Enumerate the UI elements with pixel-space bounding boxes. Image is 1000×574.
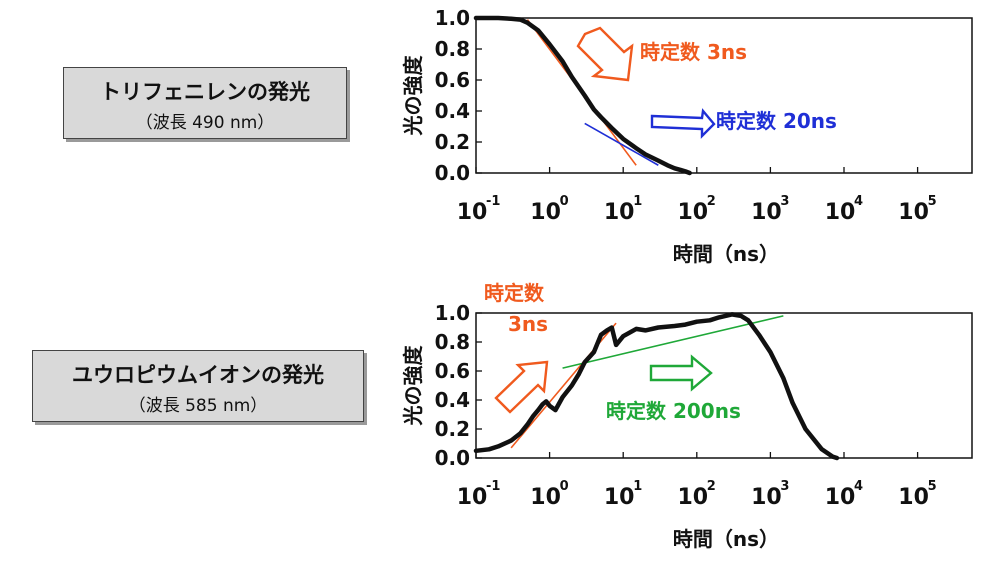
panel1-ylabel: 光の強度: [401, 55, 425, 137]
panel2-ytick-label: 0.0: [435, 446, 470, 470]
panel2-plot-frame: [475, 312, 973, 459]
panel2-xtick-label: 10: [751, 485, 782, 510]
panel1-xtick-label: 10: [751, 200, 782, 225]
panel1-label-sub: （波長 490 nm）: [135, 113, 275, 133]
panel2-xtick-label: 10: [457, 485, 488, 510]
panel2-chart: 0.00.20.40.60.81.010-1 100 101 102 103 104 105…: [401, 281, 973, 551]
panel2-xtick-exponent: 1: [633, 479, 642, 494]
panel1-data-series: [473, 15, 692, 176]
panel2-xtick-exponent: 3: [780, 479, 789, 494]
panel1-ytick-label: 0.0: [435, 161, 470, 185]
panel2-ytick-label: 1.0: [435, 301, 470, 325]
panel1-ytick-label: 0.4: [435, 99, 470, 123]
panel2-xtick-label: 10: [825, 485, 856, 510]
panel1-label-box: トリフェニレンの発光 （波長 490 nm）: [63, 67, 347, 139]
panel1-plot-frame: [475, 17, 973, 174]
panel2-ylabel: 光の強度: [401, 345, 425, 427]
panel2-xtick-exponent: 0: [560, 479, 569, 494]
panel1-xtick-label: 10: [898, 200, 929, 225]
panel1-xtick-exponent: 4: [854, 194, 863, 209]
panel1-xtick-label: 10: [457, 200, 488, 225]
panel2-label-sub: （波長 585 nm）: [128, 396, 268, 416]
panel2-xtick-label: 10: [604, 485, 635, 510]
panel2-xtick-exponent: 5: [928, 479, 937, 494]
panel2-xtick-label: 10: [677, 485, 708, 510]
panel2-ytick-label: 0.8: [435, 330, 470, 354]
panel2-arrow-green: [649, 354, 713, 392]
panel2-ytick-label: 0.6: [435, 359, 470, 383]
panel2-xtick-label: 10: [898, 485, 929, 510]
panel2-label-main: ユウロピウムイオンの発光: [72, 363, 324, 387]
panel1-xtick-label: 10: [530, 200, 561, 225]
panel2-xtick-exponent: 2: [707, 479, 716, 494]
panel2-fit-line-green: [562, 315, 784, 369]
panel1-xlabel: 時間（ns）: [673, 242, 779, 266]
panel1-xtick-exponent: 0: [560, 194, 569, 209]
panel2-data-series: [473, 312, 840, 461]
panel1-xtick-exponent: 3: [780, 194, 789, 209]
panel1-xtick-exponent: 2: [707, 194, 716, 209]
panel2-arrow-orange: [494, 360, 549, 414]
panel2-xtick-label: 10: [530, 485, 561, 510]
panel1-xtick-exponent: -1: [486, 194, 500, 209]
panel1-annotation: 時定数 3ns: [640, 40, 747, 64]
panel2-annotation: 時定数: [484, 281, 545, 305]
panel1-xtick-label: 10: [677, 200, 708, 225]
panel1-arrow-orange: [576, 26, 634, 82]
panel2-label-box: ユウロピウムイオンの発光 （波長 585 nm）: [32, 350, 364, 422]
panel2-annotation: 時定数 200ns: [606, 399, 741, 423]
panel1-fit-line-blue: [584, 122, 659, 166]
panel1-label-main: トリフェニレンの発光: [100, 80, 310, 104]
panel1-xtick-exponent: 5: [928, 194, 937, 209]
panel2-annotation: 3ns: [508, 312, 548, 336]
panel1-xtick-label: 10: [604, 200, 635, 225]
panel1-annotation: 時定数 20ns: [716, 109, 837, 133]
panel2-ytick-label: 0.2: [435, 417, 470, 441]
panel1-ytick-label: 0.2: [435, 130, 470, 154]
panel1-ytick-label: 0.8: [435, 37, 470, 61]
panel1-arrow-blue: [650, 108, 716, 139]
panel2-xtick-exponent: -1: [486, 479, 500, 494]
panel1-xtick-label: 10: [825, 200, 856, 225]
panel2-xlabel: 時間（ns）: [673, 527, 779, 551]
panel1-ytick-label: 1.0: [435, 6, 470, 30]
panel1-xtick-exponent: 1: [633, 194, 642, 209]
panel1-ytick-label: 0.6: [435, 68, 470, 92]
panel2-ytick-label: 0.4: [435, 388, 470, 412]
panel1-chart: 0.00.20.40.60.81.010-1 100 101 102 103 104 105…: [401, 6, 973, 266]
panel2-xtick-exponent: 4: [854, 479, 863, 494]
